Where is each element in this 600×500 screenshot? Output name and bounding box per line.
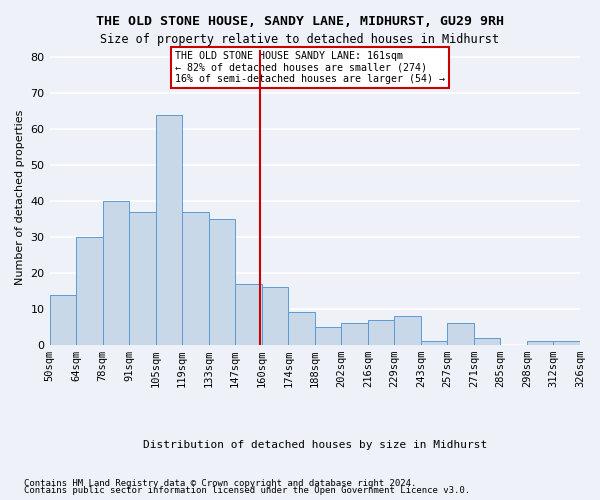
Bar xyxy=(448,324,474,345)
Text: THE OLD STONE HOUSE SANDY LANE: 161sqm
← 82% of detached houses are smaller (274: THE OLD STONE HOUSE SANDY LANE: 161sqm ←… xyxy=(175,51,445,84)
Text: Contains HM Land Registry data © Crown copyright and database right 2024.: Contains HM Land Registry data © Crown c… xyxy=(24,478,416,488)
Bar xyxy=(129,212,155,345)
Bar xyxy=(103,201,129,345)
Bar xyxy=(262,288,288,345)
Bar xyxy=(315,327,341,345)
Bar xyxy=(235,284,262,345)
Bar xyxy=(553,342,580,345)
Text: THE OLD STONE HOUSE, SANDY LANE, MIDHURST, GU29 9RH: THE OLD STONE HOUSE, SANDY LANE, MIDHURS… xyxy=(96,15,504,28)
Bar xyxy=(474,338,500,345)
Bar xyxy=(368,320,394,345)
Bar xyxy=(155,114,182,345)
Bar xyxy=(421,342,448,345)
Text: Contains public sector information licensed under the Open Government Licence v3: Contains public sector information licen… xyxy=(24,486,470,495)
Bar xyxy=(288,312,315,345)
Bar xyxy=(394,316,421,345)
X-axis label: Distribution of detached houses by size in Midhurst: Distribution of detached houses by size … xyxy=(143,440,487,450)
Bar xyxy=(76,237,103,345)
Bar xyxy=(209,219,235,345)
Bar xyxy=(182,212,209,345)
Bar xyxy=(341,324,368,345)
Y-axis label: Number of detached properties: Number of detached properties xyxy=(15,110,25,285)
Bar xyxy=(50,294,76,345)
Text: Size of property relative to detached houses in Midhurst: Size of property relative to detached ho… xyxy=(101,32,499,46)
Bar xyxy=(527,342,553,345)
